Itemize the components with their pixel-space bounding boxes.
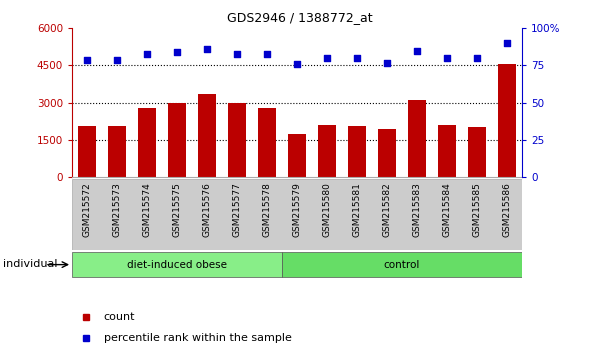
Point [502, 40, 512, 46]
Text: GSM215582: GSM215582 [383, 182, 392, 237]
FancyBboxPatch shape [72, 252, 282, 278]
Point [232, 51, 242, 56]
FancyBboxPatch shape [282, 252, 522, 278]
Point [292, 61, 302, 67]
Point [472, 55, 482, 61]
Text: percentile rank within the sample: percentile rank within the sample [104, 332, 292, 343]
Bar [198, 94, 216, 177]
Bar [228, 103, 246, 177]
Point [142, 51, 152, 56]
Text: GDS2946 / 1388772_at: GDS2946 / 1388772_at [227, 11, 373, 24]
Point [82, 57, 92, 62]
Point [382, 60, 392, 65]
Text: GSM215579: GSM215579 [293, 182, 302, 237]
Text: diet-induced obese: diet-induced obese [127, 259, 227, 270]
Text: GSM215578: GSM215578 [263, 182, 271, 237]
Text: count: count [104, 312, 135, 322]
Point [202, 46, 212, 52]
Point [442, 55, 452, 61]
Text: GSM215575: GSM215575 [173, 182, 182, 237]
FancyBboxPatch shape [72, 179, 522, 250]
Bar [138, 108, 156, 177]
Bar [78, 126, 96, 177]
Text: GSM215585: GSM215585 [473, 182, 482, 237]
Bar [438, 125, 456, 177]
Bar [378, 129, 396, 177]
Bar [408, 100, 426, 177]
Text: GSM215576: GSM215576 [203, 182, 212, 237]
Text: GSM215573: GSM215573 [113, 182, 121, 237]
Text: GSM215581: GSM215581 [353, 182, 361, 237]
Text: individual: individual [3, 259, 58, 269]
Point [112, 57, 122, 62]
Text: GSM215586: GSM215586 [503, 182, 511, 237]
Bar [498, 64, 516, 177]
Point [412, 48, 422, 53]
Point [262, 51, 272, 56]
Bar [168, 103, 186, 177]
Point [352, 55, 362, 61]
Bar [258, 108, 276, 177]
Text: control: control [384, 259, 420, 270]
Point [322, 55, 332, 61]
Bar [318, 125, 336, 177]
Point [172, 49, 182, 55]
Text: GSM215577: GSM215577 [233, 182, 241, 237]
Bar [348, 126, 366, 177]
Text: GSM215583: GSM215583 [413, 182, 421, 237]
Bar [288, 134, 306, 177]
Text: GSM215574: GSM215574 [143, 182, 151, 237]
Text: GSM215572: GSM215572 [83, 182, 91, 237]
Text: GSM215584: GSM215584 [443, 182, 452, 237]
Text: GSM215580: GSM215580 [323, 182, 331, 237]
Bar [468, 127, 486, 177]
Bar [108, 126, 126, 177]
